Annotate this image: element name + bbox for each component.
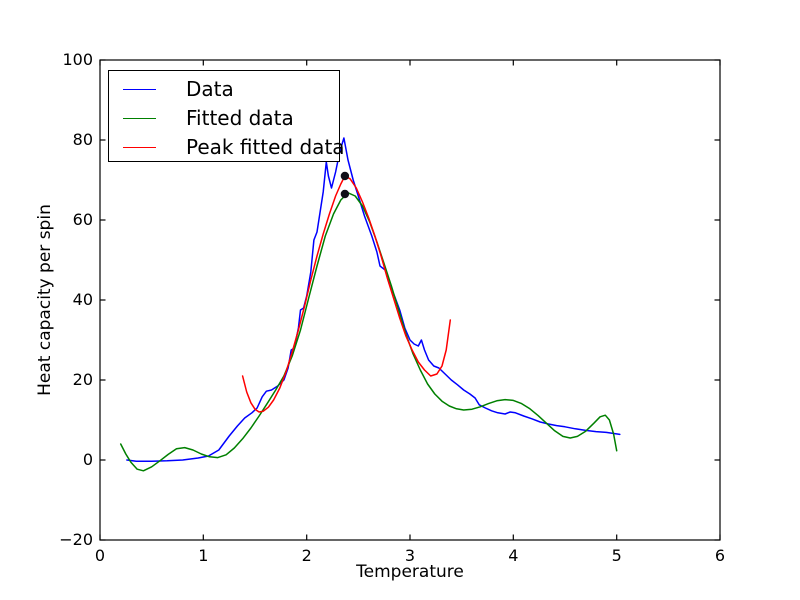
legend-label-fitted-data: Fitted data [186,106,294,130]
y-tick-label: −20 [59,530,93,549]
legend-line-sample-data [123,88,156,90]
x-tick-label: 6 [714,546,726,565]
x-axis-label: Temperature [356,562,464,582]
fitted-data-line [119,192,618,472]
legend-item-fitted-data: Fitted data [109,104,339,132]
legend-line-sample-peak-fitted-data [123,146,156,148]
x-tick-label: 5 [611,546,622,565]
legend-item-peak-fitted-data: Peak fitted data [109,133,345,161]
x-tick-label: 1 [198,546,209,565]
peak-marker [340,171,350,181]
data-line [126,137,621,462]
x-tick-label: 4 [508,546,519,565]
y-tick-label: 20 [72,370,93,389]
legend-line-sample-fitted-data [123,117,156,119]
legend: Data Fitted data Peak fitted data [108,70,345,162]
peak-marker [340,189,350,199]
y-tick-label: 80 [72,130,93,149]
legend-label-peak-fitted-data: Peak fitted data [186,135,345,159]
y-tick-label: 0 [82,450,93,469]
legend-label-data: Data [186,77,234,101]
y-tick-label: 60 [72,210,93,229]
y-tick-label: 100 [62,50,93,69]
legend-item-data: Data [109,75,339,103]
x-tick-label: 0 [94,546,106,565]
x-tick-label: 2 [301,546,312,565]
y-tick-label: 40 [72,290,93,309]
peak-fitted-data-line [241,175,452,413]
x-tick-label: 3 [404,546,416,565]
